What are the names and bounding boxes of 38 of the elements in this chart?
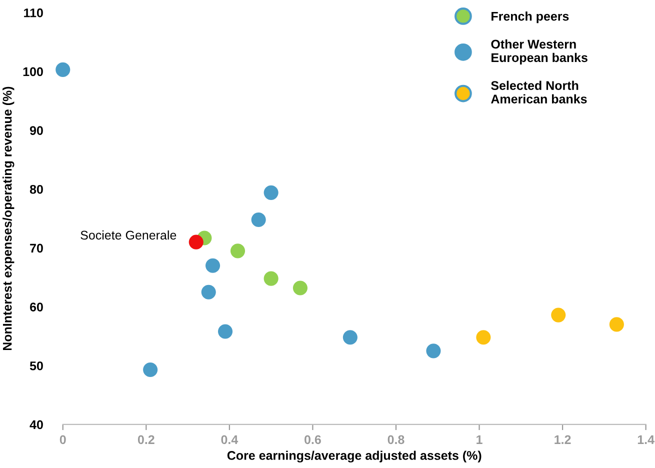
legend-label: Other Western European banks	[491, 39, 588, 65]
point	[264, 185, 278, 200]
point	[342, 330, 358, 345]
y-tick-label: 40	[30, 420, 43, 430]
legend-label: French peers	[492, 12, 569, 24]
point	[264, 271, 278, 286]
x-tick-label: 1.4	[638, 435, 654, 444]
y-tick-label: 50	[30, 361, 43, 370]
y-tick-label: 60	[30, 302, 43, 312]
point	[143, 362, 158, 378]
point	[230, 244, 246, 258]
y-axis-title: NonInterest expenses/operating revenue (%)	[2, 86, 14, 350]
point	[188, 234, 204, 250]
point	[426, 344, 441, 358]
x-tick-label: 0	[60, 435, 66, 444]
point	[201, 284, 216, 300]
y-tick-label: 80	[30, 184, 43, 194]
point	[56, 62, 70, 77]
point	[206, 258, 220, 273]
legend-label: Selected North American banks	[491, 80, 587, 104]
point	[476, 330, 491, 345]
x-tick-label: 1.2	[554, 435, 571, 444]
x-tick-label: 0.6	[304, 435, 321, 444]
x-tick-label: 0.2	[138, 435, 154, 444]
point	[551, 308, 566, 322]
y-tick-label: 100	[23, 67, 43, 76]
y-tick-label: 110	[24, 8, 43, 18]
y-tick-label: 70	[30, 244, 43, 253]
point	[251, 212, 266, 228]
x-tick-label: 0.4	[221, 435, 238, 444]
x-tick-label: 1	[476, 435, 482, 444]
annotation: Societe Generale	[80, 230, 176, 240]
x-axis-title: Core earnings/average adjusted assets (%)	[227, 450, 482, 462]
point	[609, 317, 624, 332]
point	[218, 324, 233, 339]
x-tick-label: 0.8	[388, 435, 404, 444]
point	[292, 280, 308, 296]
y-tick-label: 90	[30, 126, 43, 135]
